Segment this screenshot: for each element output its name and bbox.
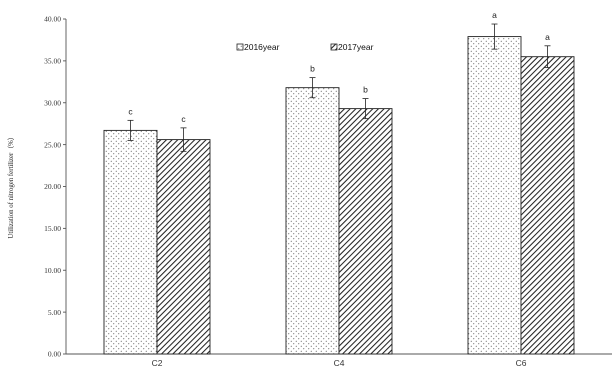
y-tick-label: 5.00 xyxy=(48,308,61,317)
legend-swatch-hatch xyxy=(330,43,338,51)
x-tick-label: C6 xyxy=(516,358,527,367)
y-tick-label: 30.00 xyxy=(44,98,61,107)
significance-letter: c xyxy=(128,106,133,116)
y-tick-label: 20.00 xyxy=(44,182,61,191)
bars xyxy=(103,36,575,355)
x-tick-label: C4 xyxy=(334,358,345,367)
legend-item-2016year: 2016year xyxy=(236,42,280,52)
legend-swatch-dots xyxy=(236,43,244,51)
significance-letter: b xyxy=(363,85,368,95)
bar xyxy=(338,108,393,355)
y-tick-label: 15.00 xyxy=(44,224,61,233)
significance-letter: a xyxy=(545,32,550,42)
y-axis-title: Utilization of nitrogen fertilizer（%） xyxy=(7,133,15,238)
bar xyxy=(467,36,522,355)
x-axis: C2 C4 C6 xyxy=(66,353,612,367)
x-tick-label: C2 xyxy=(152,358,163,367)
y-tick-label: 10.00 xyxy=(44,266,61,275)
bar xyxy=(156,139,211,355)
significance-letter: c xyxy=(181,114,186,124)
y-tick-label: 25.00 xyxy=(44,140,61,149)
legend: 2016year 2017year xyxy=(236,42,374,52)
legend-item-2017year: 2017year xyxy=(330,42,374,52)
significance-labels: c b a c b a xyxy=(128,10,550,124)
y-axis: 0.00 5.00 10.00 15.00 20.00 25.00 30.00 35.00 40… xyxy=(44,15,67,359)
y-tick-label: 0.00 xyxy=(48,350,61,359)
bar xyxy=(520,56,575,355)
y-tick-label: 35.00 xyxy=(44,57,61,66)
legend-label: 2017year xyxy=(338,42,374,52)
bar xyxy=(103,129,158,355)
error-bars xyxy=(127,23,551,152)
significance-letter: b xyxy=(310,64,315,74)
legend-label: 2016year xyxy=(244,42,280,52)
y-tick-label: 40.00 xyxy=(44,15,61,24)
bar xyxy=(285,87,340,355)
significance-letter: a xyxy=(492,10,497,20)
